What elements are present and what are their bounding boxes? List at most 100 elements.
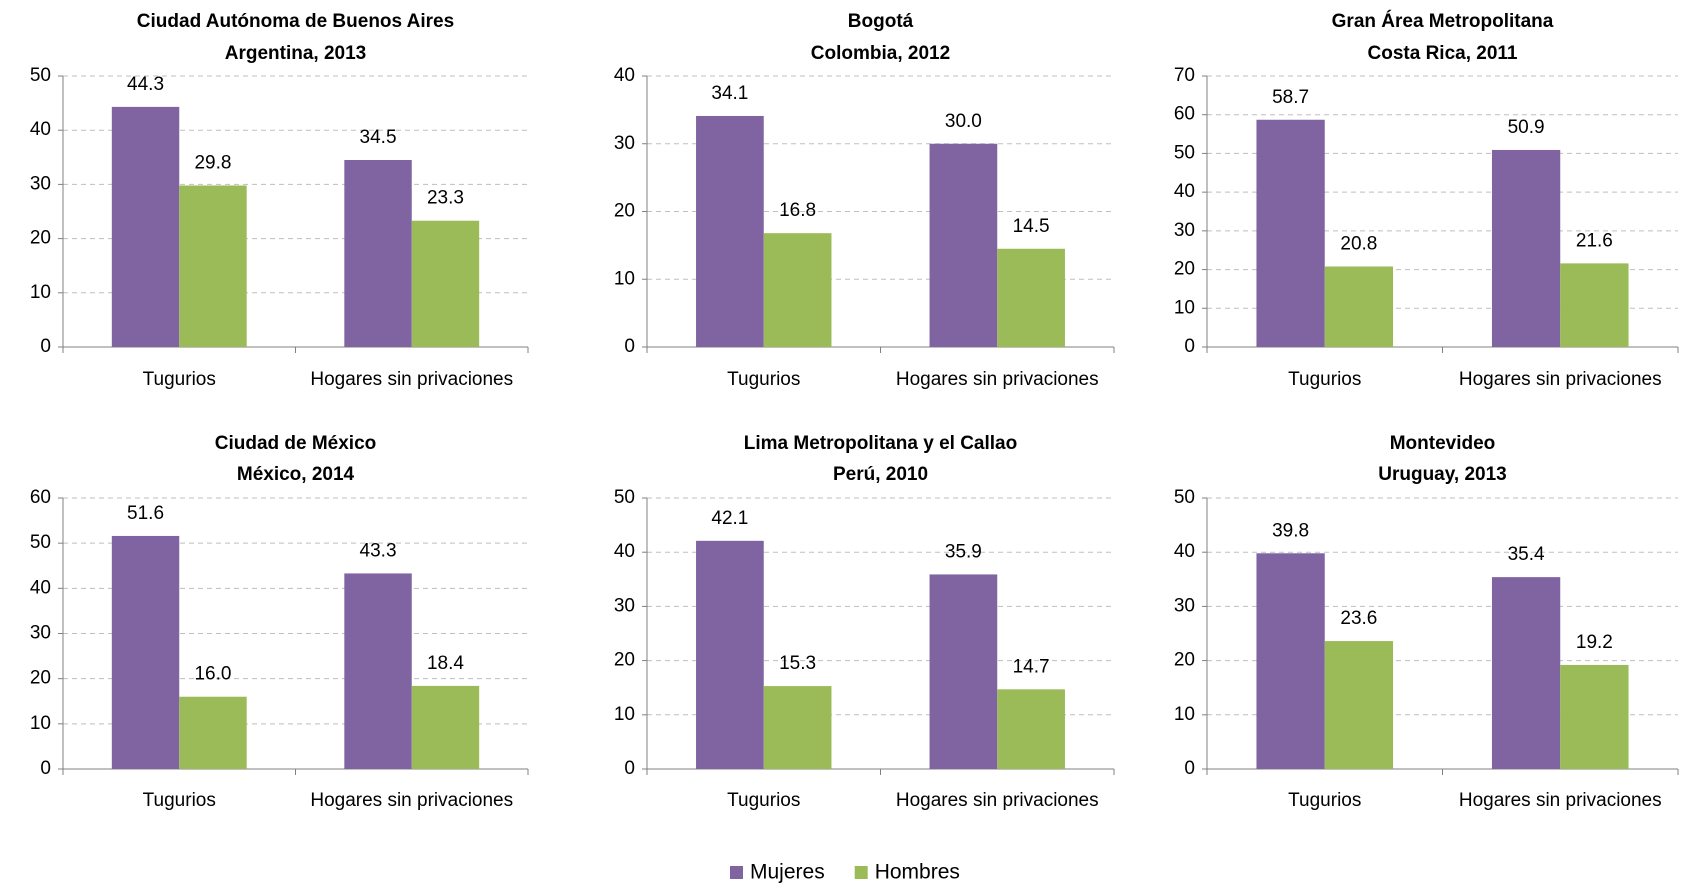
y-tick-label: 30 (1174, 220, 1195, 241)
y-tick-label: 20 (1174, 650, 1195, 671)
bar (997, 689, 1065, 769)
data-label: 20.8 (1340, 233, 1377, 254)
data-label: 29.8 (194, 152, 231, 173)
y-tick-label: 60 (30, 487, 51, 508)
bar (1491, 577, 1561, 769)
legend-label: Hombres (875, 861, 960, 884)
x-tick-label: Hogares sin privaciones (896, 369, 1099, 390)
y-tick-label: 30 (30, 623, 51, 644)
data-label: 23.6 (1340, 608, 1377, 629)
y-tick-label: 10 (614, 704, 635, 725)
y-tick-label: 50 (1174, 487, 1195, 508)
bar (1560, 664, 1629, 769)
bar (179, 696, 247, 769)
data-label: 42.1 (711, 508, 748, 529)
y-tick-label: 40 (30, 577, 51, 598)
y-tick-label: 0 (624, 758, 635, 779)
y-tick-label: 10 (1174, 297, 1195, 318)
bar (111, 106, 180, 347)
y-tick-label: 40 (30, 119, 51, 140)
data-label: 16.0 (194, 664, 231, 685)
data-label: 34.5 (360, 127, 397, 148)
bar (411, 220, 480, 347)
subplot: Ciudad de México México, 2014 0 10 20 30 40 50 6… (30, 433, 529, 811)
subplot-title: México, 2014 (237, 464, 355, 485)
subplot-title: Bogotá (848, 11, 914, 32)
y-tick-label: 10 (614, 268, 635, 289)
data-label: 19.2 (1576, 632, 1613, 653)
data-label: 14.5 (1013, 216, 1050, 237)
y-tick-label: 0 (1184, 336, 1195, 357)
subplot-title: Ciudad de México (215, 433, 377, 454)
y-tick-label: 0 (1184, 758, 1195, 779)
bar (1324, 266, 1394, 347)
bar (696, 540, 764, 769)
subplot-title: Uruguay, 2013 (1378, 464, 1506, 485)
legend-swatch (730, 866, 743, 879)
x-tick-label: Hogares sin privaciones (896, 790, 1099, 811)
x-tick-label: Tugurios (727, 369, 800, 390)
y-tick-label: 20 (1174, 259, 1195, 280)
x-tick-label: Hogares sin privaciones (1459, 369, 1662, 390)
subplot: Bogotá Colombia, 2012 0 10 20 30 40 Tugurios 34.… (614, 11, 1115, 390)
legend-label: Mujeres (750, 861, 825, 884)
data-label: 39.8 (1272, 520, 1309, 541)
y-tick-label: 50 (614, 487, 635, 508)
data-label: 51.6 (127, 503, 164, 524)
legend: Mujeres Hombres (730, 861, 960, 884)
y-tick-label: 30 (614, 595, 635, 616)
y-tick-label: 10 (30, 282, 51, 303)
subplot-title: Costa Rica, 2011 (1368, 43, 1518, 64)
data-label: 21.6 (1576, 230, 1613, 251)
y-tick-label: 30 (30, 173, 51, 194)
bar (997, 248, 1065, 347)
data-label: 34.1 (711, 83, 748, 104)
x-tick-label: Hogares sin privaciones (310, 369, 513, 390)
subplot-title: Lima Metropolitana y el Callao (744, 433, 1017, 454)
subplot-title: Ciudad Autónoma de Buenos Aires (137, 11, 454, 32)
y-tick-label: 0 (624, 336, 635, 357)
y-tick-label: 40 (1174, 541, 1195, 562)
y-tick-label: 40 (614, 65, 635, 86)
bar (344, 573, 412, 769)
y-tick-label: 50 (30, 65, 51, 86)
bar (696, 115, 764, 347)
data-label: 30.0 (945, 111, 982, 132)
data-label: 44.3 (127, 74, 164, 95)
bar (111, 535, 180, 769)
x-tick-label: Tugurios (143, 790, 216, 811)
data-label: 43.3 (360, 540, 397, 561)
subplot: Ciudad Autónoma de Buenos Aires Argentina… (30, 11, 529, 390)
subplot-title: Colombia, 2012 (811, 43, 950, 64)
y-tick-label: 0 (40, 758, 51, 779)
data-label: 23.3 (427, 188, 464, 209)
y-tick-label: 70 (1174, 65, 1195, 86)
data-label: 15.3 (779, 653, 816, 674)
y-tick-label: 30 (614, 133, 635, 154)
y-tick-label: 0 (40, 336, 51, 357)
data-label: 50.9 (1508, 117, 1545, 138)
data-label: 14.7 (1013, 656, 1050, 677)
bar (1491, 149, 1561, 347)
y-tick-label: 20 (30, 668, 51, 689)
y-tick-label: 50 (30, 532, 51, 553)
x-tick-label: Hogares sin privaciones (1459, 790, 1662, 811)
bar (763, 233, 832, 347)
subplot-title: Argentina, 2013 (225, 43, 367, 64)
data-label: 16.8 (779, 200, 816, 221)
data-label: 58.7 (1272, 87, 1309, 108)
subplot-title: Perú, 2010 (833, 464, 928, 485)
y-tick-label: 40 (1174, 181, 1195, 202)
x-tick-label: Tugurios (143, 369, 216, 390)
subplot: Gran Área Metropolitana Costa Rica, 2011 0… (1174, 10, 1679, 390)
y-tick-label: 10 (1174, 704, 1195, 725)
subplot: Montevideo Uruguay, 2013 0 10 20 30 40 50 Tuguri… (1174, 433, 1679, 811)
bar (929, 143, 998, 347)
x-tick-label: Hogares sin privaciones (310, 790, 513, 811)
data-label: 35.4 (1508, 544, 1545, 565)
y-tick-label: 30 (1174, 595, 1195, 616)
bar (179, 185, 247, 347)
bar (344, 160, 412, 347)
y-tick-label: 60 (1174, 104, 1195, 125)
